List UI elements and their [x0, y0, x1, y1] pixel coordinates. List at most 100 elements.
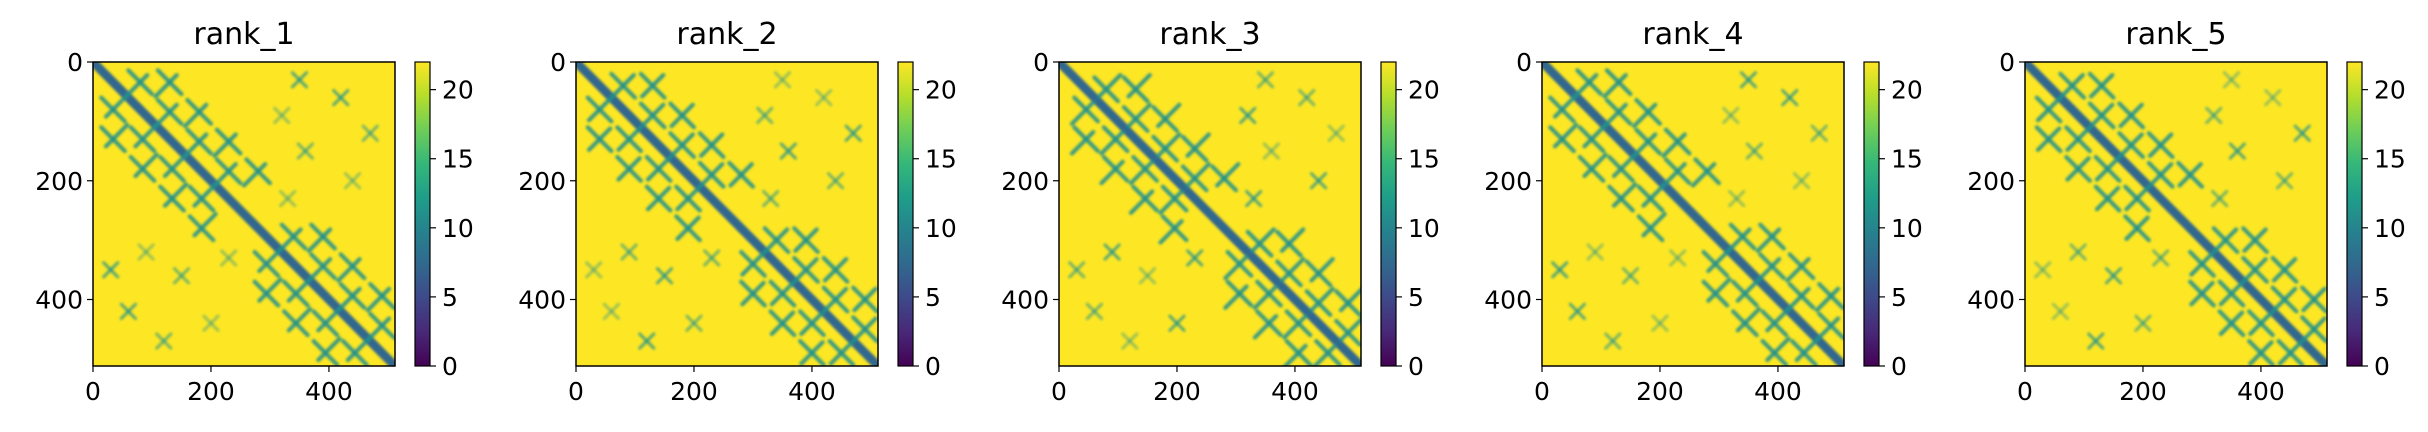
- inter-domain-contact: [296, 142, 314, 160]
- inter-domain-contact: [1103, 243, 1121, 261]
- panel-rank-5: rank_5 0 200 400 0 200 400 0 5 10 15 20: [1967, 17, 2406, 406]
- strand-antiparallel: [1069, 130, 1096, 156]
- colorbar-tick-label: 0: [442, 352, 458, 381]
- strand-antiparallel: [1099, 159, 1125, 186]
- colorbar-tick-label: 20: [442, 76, 474, 105]
- inter-domain-contact: [1121, 332, 1139, 350]
- strand-antiparallel: [1156, 132, 1182, 158]
- inter-domain-contact: [273, 106, 291, 125]
- inter-domain-contact: [2051, 302, 2069, 320]
- strand-antiparallel: [2035, 96, 2062, 123]
- panel-rank-2: rank_2 0 200 400 0 200 400 0 5 10 15 20: [518, 17, 957, 406]
- strand-antiparallel: [1126, 73, 1152, 99]
- strand-antiparallel: [1611, 152, 1638, 178]
- inter-domain-contact: [220, 249, 238, 267]
- strand-antiparallel: [1158, 219, 1184, 245]
- x-tick-label: 200: [2119, 377, 2167, 406]
- strand-antiparallel: [645, 185, 672, 212]
- strand-antiparallel: [2248, 340, 2274, 366]
- inter-domain-contact: [1262, 142, 1280, 160]
- strand-antiparallel: [133, 152, 159, 178]
- inter-domain-contact: [602, 302, 620, 320]
- colorbar-tick-label: 5: [442, 283, 458, 312]
- strand-antiparallel: [740, 251, 766, 277]
- strand-antiparallel: [1632, 132, 1658, 158]
- inter-domain-contact: [2205, 106, 2223, 125]
- strand-antiparallel: [1309, 286, 1335, 313]
- inter-domain-contact: [762, 189, 780, 208]
- x-tick-label: 0: [2017, 377, 2033, 406]
- inter-domain-contact: [2104, 267, 2123, 285]
- colorbar-tick-label: 0: [2374, 352, 2390, 381]
- plot-frame: [1058, 61, 1362, 367]
- strand-antiparallel: [162, 152, 189, 178]
- strand-antiparallel: [2089, 102, 2115, 129]
- strand-antiparallel: [2177, 162, 2203, 188]
- strand-antiparallel: [192, 182, 218, 208]
- strand-antiparallel: [1279, 257, 1306, 283]
- strand-antiparallel: [640, 73, 666, 99]
- strand-antiparallel: [586, 96, 613, 123]
- strand-antiparallel: [124, 73, 150, 99]
- colorbar-tick-label: 15: [1408, 145, 1440, 174]
- inter-domain-contact: [1781, 89, 1799, 107]
- strand-antiparallel: [2248, 310, 2274, 336]
- inter-domain-contact: [1309, 172, 1328, 190]
- strand-antiparallel: [1582, 152, 1608, 178]
- colorbar-tick-label: 15: [442, 145, 474, 174]
- inter-domain-contact: [1085, 302, 1103, 320]
- strand-antiparallel: [1785, 286, 1811, 313]
- strand-antiparallel: [277, 227, 303, 253]
- strand-antiparallel: [1735, 307, 1762, 333]
- inter-domain-contact: [1739, 71, 1758, 89]
- panel-title: rank_4: [1642, 17, 1743, 52]
- strand-antiparallel: [2218, 280, 2245, 307]
- colorbar-tick-label: 0: [1891, 352, 1907, 381]
- inter-domain-contact: [1068, 261, 1086, 279]
- strand-antiparallel: [799, 310, 825, 336]
- strand-antiparallel: [183, 102, 209, 129]
- strand-antiparallel: [153, 102, 179, 129]
- strand-antiparallel: [1611, 182, 1638, 208]
- strand-antiparallel: [793, 257, 819, 283]
- inter-domain-contact: [2293, 124, 2311, 142]
- strand-antiparallel: [1602, 102, 1628, 129]
- strand-antiparallel: [852, 286, 878, 313]
- strand-antiparallel: [2277, 340, 2304, 366]
- strand-antiparallel: [1126, 102, 1152, 129]
- panel-title: rank_5: [2125, 17, 2226, 52]
- strand-antiparallel: [1641, 182, 1667, 208]
- y-tick-label: 400: [518, 286, 566, 315]
- strand-antiparallel: [1223, 254, 1249, 281]
- strand-antiparallel: [1814, 316, 1841, 342]
- strand-antiparallel: [799, 340, 825, 366]
- x-tick-label: 0: [1534, 377, 1550, 406]
- inter-domain-contact: [1792, 172, 1811, 190]
- strand-antiparallel: [828, 340, 855, 366]
- strand-antiparallel: [1814, 286, 1841, 313]
- inter-domain-contact: [585, 261, 603, 279]
- strand-antiparallel: [640, 102, 666, 129]
- diagonal-band: [1059, 62, 1361, 366]
- inter-domain-contact: [137, 243, 155, 261]
- strand-antiparallel: [316, 307, 342, 333]
- inter-domain-contact: [332, 89, 350, 107]
- strand-antiparallel: [2124, 185, 2150, 212]
- inter-domain-contact: [620, 243, 638, 261]
- strand-antiparallel: [1632, 102, 1658, 129]
- strand-parallel: [1316, 371, 1340, 395]
- inter-domain-contact: [844, 124, 862, 142]
- colorbar-tick-label: 15: [925, 145, 957, 174]
- diagonal-band: [576, 62, 878, 366]
- y-tick-label: 200: [35, 167, 83, 196]
- colorbar-tick-label: 10: [442, 214, 474, 243]
- strand-antiparallel: [2059, 73, 2085, 99]
- strand-antiparallel: [316, 336, 342, 363]
- strand-antiparallel: [1156, 102, 1182, 129]
- colorbar-tick-label: 5: [1891, 283, 1907, 312]
- strand-antiparallel: [1185, 132, 1211, 158]
- inter-domain-contact: [815, 89, 833, 107]
- strand-antiparallel: [2301, 286, 2327, 313]
- x-tick-label: 400: [1754, 377, 1802, 406]
- strand-antiparallel: [2094, 185, 2121, 212]
